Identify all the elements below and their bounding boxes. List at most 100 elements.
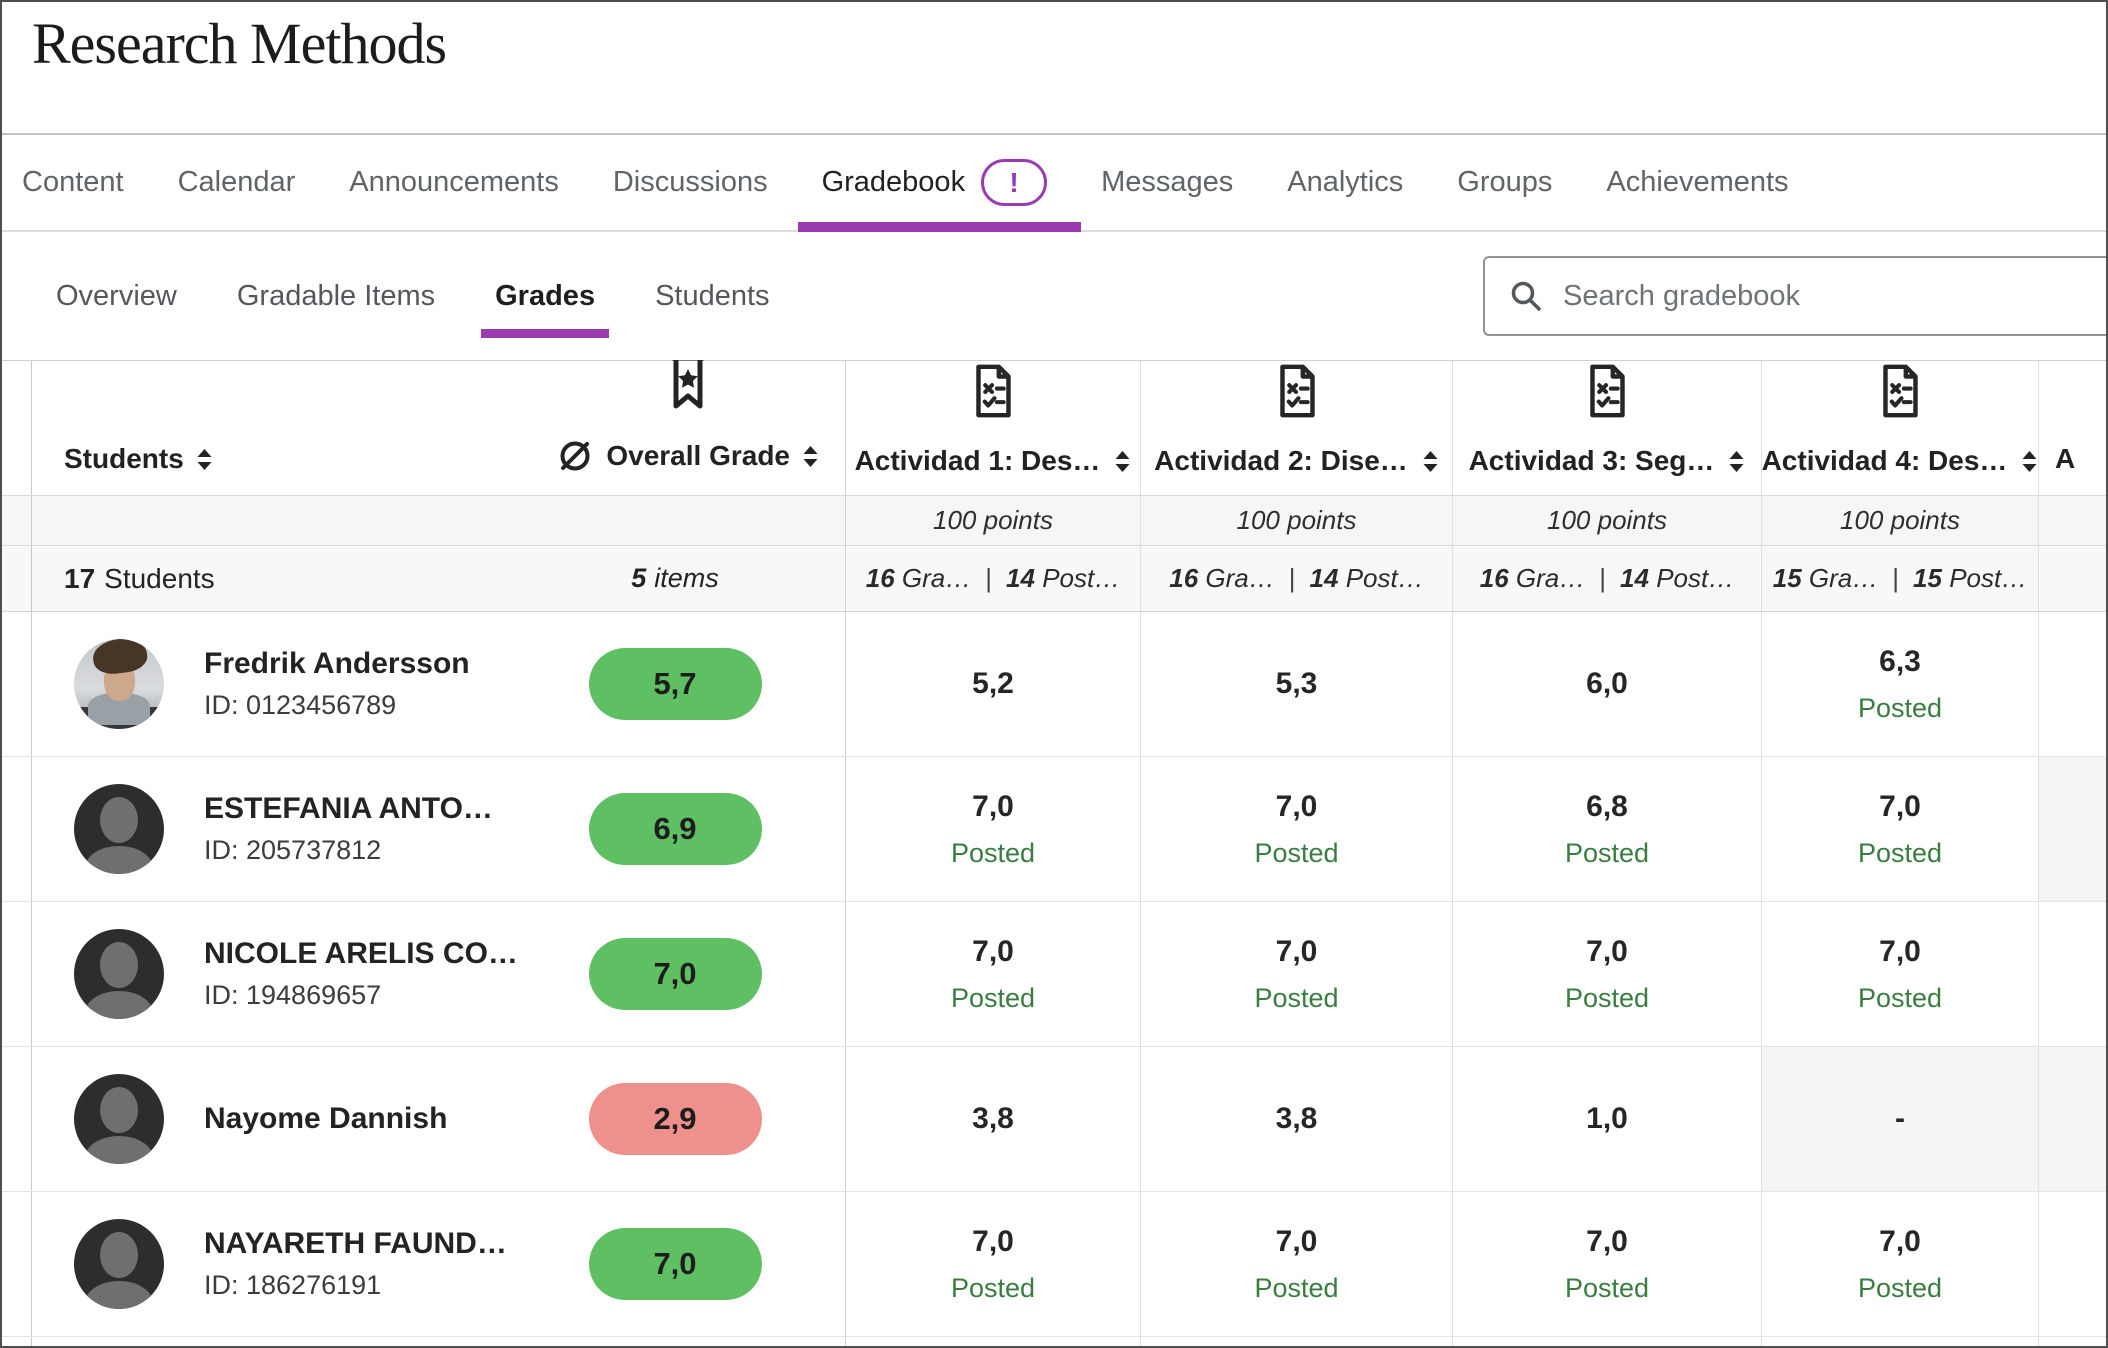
grade-cell[interactable] xyxy=(2039,1047,2106,1191)
subtab-students[interactable]: Students xyxy=(655,232,769,360)
points-label: 100 points xyxy=(1840,505,1960,535)
student-cell[interactable]: Fredrik Andersson ID: 0123456789 5,7 xyxy=(32,612,846,756)
subtab-grades[interactable]: Grades xyxy=(481,232,610,360)
grade-cell[interactable] xyxy=(2039,612,2106,756)
student-cell[interactable]: NAYARETH FAUND… ID: 186276191 7,0 xyxy=(32,1192,846,1336)
overall-grade-pill[interactable]: 6,9 xyxy=(588,793,762,865)
column-label: Actividad 1: Des… xyxy=(854,445,1101,476)
student-name[interactable]: ESTEFANIA ANTO… xyxy=(204,792,493,825)
gradebook-alert-badge: ! xyxy=(981,159,1048,206)
grade-cell[interactable]: 7,0 Posted xyxy=(846,757,1141,901)
grade-cell[interactable]: - xyxy=(1762,1047,2039,1191)
points-label: 100 points xyxy=(1547,505,1667,535)
student-cell[interactable]: ESTEFANIA ANTO… ID: 205737812 6,9 xyxy=(32,757,846,901)
counts-row: 17 Students 5 items 16 Gra… | 14 Post… 16 Gr… xyxy=(2,546,2106,612)
grade-cell[interactable]: 1,0 xyxy=(1453,1047,1762,1191)
tab-achievements[interactable]: Achievements xyxy=(1606,135,1788,230)
posted-status: Posted xyxy=(1857,982,1943,1013)
grade-cell[interactable]: 7,0 Posted xyxy=(1141,757,1453,901)
grade-cell[interactable]: 7,0 Posted xyxy=(846,902,1141,1046)
grade-cell[interactable] xyxy=(2039,1192,2106,1336)
grade-cell[interactable]: 5,2 xyxy=(846,612,1141,756)
grade-cell[interactable]: 7,0 Posted xyxy=(1141,902,1453,1046)
table-row: Fredrik Andersson ID: 0123456789 5,7 5,2… xyxy=(2,612,2106,757)
overall-grade-pill[interactable]: 7,0 xyxy=(588,1228,762,1300)
grade-cell[interactable]: 6,8 Posted xyxy=(1453,757,1762,901)
search-icon xyxy=(1511,281,1541,311)
sort-icon[interactable] xyxy=(2021,450,2038,473)
subtab-gradable-items[interactable]: Gradable Items xyxy=(237,232,435,360)
graded-posted-cell: 16 Gra… | 14 Post… xyxy=(1453,546,1762,611)
grade-cell[interactable]: 7,0 Posted xyxy=(1762,1192,2039,1336)
student-id: ID: 194869657 xyxy=(204,980,382,1010)
students-sort-header[interactable]: Students xyxy=(64,443,213,475)
column-header-actividad-1[interactable]: Actividad 1: Des… xyxy=(846,361,1141,495)
tab-messages[interactable]: Messages xyxy=(1101,135,1233,230)
posted-status: Posted xyxy=(950,1272,1036,1303)
overall-grade-header[interactable]: Overall Grade xyxy=(556,353,819,475)
student-name[interactable]: Fredrik Andersson xyxy=(204,647,470,680)
grade-cell[interactable]: 7,0 Posted xyxy=(1453,1192,1762,1336)
table-row: Nayome Dannish 2,9 3,8 3,8 1,0 - xyxy=(2,1047,2106,1192)
grades-table: Students Overall Grade xyxy=(2,355,2106,1346)
partial-next-row xyxy=(2,1337,2106,1346)
posted-status: Posted xyxy=(1254,982,1339,1013)
tab-announcements[interactable]: Announcements xyxy=(349,135,559,230)
grade-value: 6,8 xyxy=(1586,789,1628,823)
overall-grade-pill[interactable]: 7,0 xyxy=(588,938,762,1010)
column-header-actividad-4[interactable]: Actividad 4: Des… xyxy=(1762,361,2039,495)
grade-cell[interactable]: 7,0 Posted xyxy=(1141,1192,1453,1336)
grade-cell[interactable]: 3,8 xyxy=(846,1047,1141,1191)
grade-cell[interactable]: 5,3 xyxy=(1141,612,1453,756)
student-name[interactable]: NICOLE ARELIS CO… xyxy=(204,937,518,970)
search-gradebook-box[interactable] xyxy=(1483,256,2106,336)
tab-label: Achievements xyxy=(1606,166,1789,198)
overall-grade-pill[interactable]: 5,7 xyxy=(588,648,762,720)
table-left-gutter xyxy=(2,902,32,1046)
posted-status: Posted xyxy=(1564,837,1650,868)
table-left-gutter xyxy=(2,496,32,545)
tab-gradebook[interactable]: Gradebook ! xyxy=(797,135,1081,232)
grade-cell[interactable]: 7,0 Posted xyxy=(846,1192,1141,1336)
grade-cell[interactable]: 6,0 xyxy=(1453,612,1762,756)
grade-cell[interactable] xyxy=(2039,757,2106,901)
posted-label: Post… xyxy=(1656,563,1735,593)
tab-discussions[interactable]: Discussions xyxy=(613,135,768,230)
posted-status: Posted xyxy=(1857,1272,1943,1303)
subtab-label: Overview xyxy=(56,279,177,312)
grade-cell[interactable]: 7,0 Posted xyxy=(1762,902,2039,1046)
subtab-label: Students xyxy=(655,279,770,312)
student-cell[interactable]: Nayome Dannish 2,9 xyxy=(32,1047,846,1191)
sort-icon[interactable] xyxy=(1114,450,1131,473)
grade-cell[interactable]: 6,3 Posted xyxy=(1762,612,2039,756)
grade-cell[interactable]: 7,0 Posted xyxy=(1762,757,2039,901)
subtab-overview[interactable]: Overview xyxy=(56,232,177,360)
column-header-actividad-2[interactable]: Actividad 2: Dise… xyxy=(1141,361,1453,495)
tab-calendar[interactable]: Calendar xyxy=(178,135,296,230)
search-input[interactable] xyxy=(1563,279,2106,313)
points-cell: 100 points xyxy=(1141,496,1453,545)
students-header-cell: Students Overall Grade xyxy=(32,355,846,495)
student-cell[interactable]: NICOLE ARELIS CO… ID: 194869657 7,0 xyxy=(32,902,846,1046)
student-name[interactable]: Nayome Dannish xyxy=(204,1102,448,1135)
sort-icon[interactable] xyxy=(1728,450,1745,473)
column-header-partial[interactable]: A xyxy=(2039,361,2106,495)
graded-posted-cell xyxy=(2039,546,2106,611)
tab-analytics[interactable]: Analytics xyxy=(1287,135,1403,230)
student-name[interactable]: NAYARETH FAUND… xyxy=(204,1227,507,1260)
sort-icon[interactable] xyxy=(1422,450,1439,473)
items-count-label: items xyxy=(654,563,719,593)
grade-value: 7,0 xyxy=(1879,789,1921,823)
sort-icon[interactable] xyxy=(802,445,819,468)
column-header-actividad-3[interactable]: Actividad 3: Seg… xyxy=(1453,361,1762,495)
student-id: ID: 186276191 xyxy=(204,1270,382,1300)
grade-cell[interactable] xyxy=(2039,902,2106,1046)
table-row: NAYARETH FAUND… ID: 186276191 7,0 7,0 Pos… xyxy=(2,1192,2106,1337)
grade-cell[interactable]: 3,8 xyxy=(1141,1047,1453,1191)
tab-content[interactable]: Content xyxy=(22,135,124,230)
grade-cell[interactable]: 7,0 Posted xyxy=(1453,902,1762,1046)
tab-groups[interactable]: Groups xyxy=(1457,135,1552,230)
overall-grade-pill[interactable]: 2,9 xyxy=(588,1083,762,1155)
grade-cell xyxy=(1453,1337,1762,1346)
sort-icon[interactable] xyxy=(196,448,213,471)
